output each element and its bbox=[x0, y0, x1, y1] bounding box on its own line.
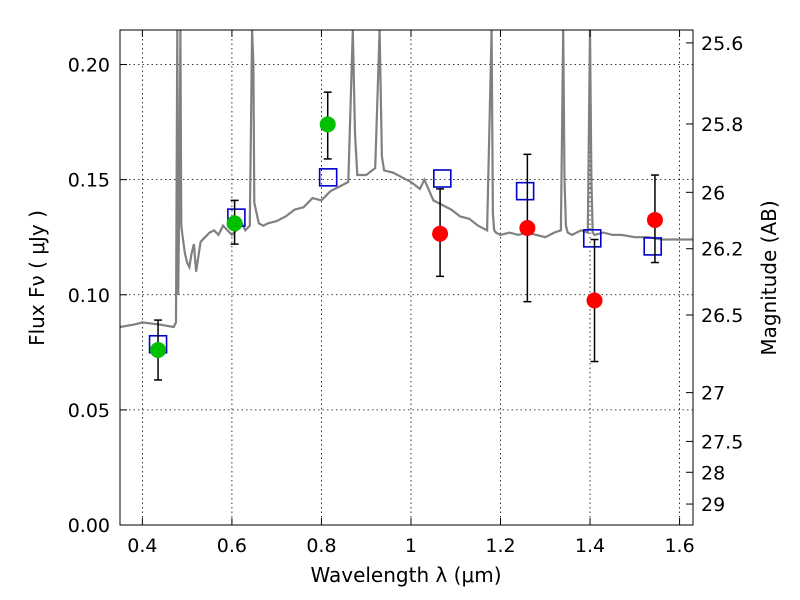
right-axis-label: Magnitude (AB) bbox=[757, 200, 781, 355]
right-tick-label: 25.6 bbox=[701, 33, 743, 55]
x-tick-label: 1.2 bbox=[485, 535, 515, 557]
right-tick-label: 29 bbox=[701, 494, 725, 516]
observed-red-point bbox=[586, 292, 603, 309]
right-tick-label: 25.8 bbox=[701, 114, 743, 136]
observed-red-point bbox=[646, 211, 663, 228]
plot-area bbox=[120, 30, 693, 381]
right-tick-label: 27.5 bbox=[701, 431, 743, 453]
grid-lines bbox=[120, 30, 693, 526]
y-tick-label: 0.15 bbox=[68, 170, 110, 192]
axis-ticks: 0.4 0.6 0.8 1 1.2 1.4 1.6 0.00 0.05 0.10 0.15 0.20 2… bbox=[68, 30, 743, 557]
right-tick-label: 28 bbox=[701, 462, 725, 484]
observed-green-point bbox=[150, 342, 167, 359]
x-axis-label: Wavelength λ (μm) bbox=[310, 563, 501, 587]
model-photometry-box bbox=[515, 181, 535, 201]
model-photometry-box bbox=[582, 229, 602, 248]
observed-red-point bbox=[519, 220, 536, 236]
x-tick-label: 0.6 bbox=[217, 535, 247, 557]
observed-green-point bbox=[319, 116, 336, 133]
y-tick-label: 0.10 bbox=[68, 285, 110, 307]
y-tick-label: 0.20 bbox=[68, 55, 110, 77]
x-tick-label: 1.4 bbox=[575, 535, 605, 557]
y-tick-label: 0.00 bbox=[68, 515, 110, 537]
model-photometry-box bbox=[643, 237, 663, 256]
x-tick-label: 1.6 bbox=[664, 535, 694, 557]
model-photometry-box bbox=[433, 169, 452, 188]
right-tick-label: 26.5 bbox=[701, 305, 743, 327]
right-tick-label: 26.2 bbox=[701, 239, 743, 261]
data-marks bbox=[148, 91, 663, 381]
x-tick-label: 1 bbox=[405, 535, 417, 557]
plot-frame bbox=[119, 29, 694, 526]
y-axis-label: Flux Fν ( μJy ) bbox=[25, 210, 49, 346]
observed-red-point bbox=[432, 225, 449, 242]
observed-green-point bbox=[226, 215, 243, 232]
right-tick-label: 26 bbox=[701, 182, 725, 204]
y-tick-label: 0.05 bbox=[68, 400, 110, 422]
model-photometry-box bbox=[318, 168, 338, 187]
right-tick-label: 27 bbox=[701, 383, 725, 405]
x-tick-label: 0.8 bbox=[306, 535, 336, 557]
x-tick-label: 0.4 bbox=[127, 535, 157, 557]
model-spectrum-line bbox=[120, 30, 693, 329]
